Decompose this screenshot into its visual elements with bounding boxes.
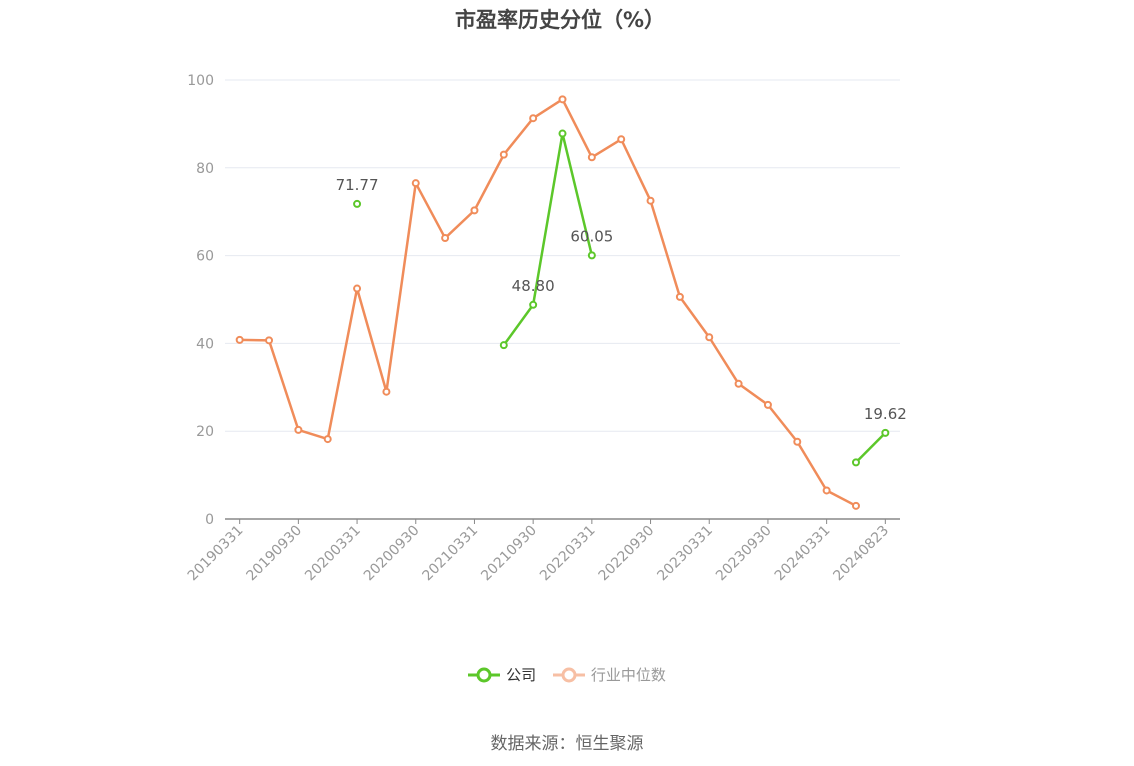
series-line	[239, 98, 857, 507]
data-point[interactable]	[235, 335, 244, 344]
data-point[interactable]	[499, 150, 508, 159]
series-industry	[235, 95, 860, 510]
data-point[interactable]	[793, 437, 802, 446]
series-company	[353, 129, 890, 467]
data-point[interactable]	[441, 234, 450, 243]
x-tick-label: 20210930	[478, 523, 540, 585]
data-point[interactable]	[763, 400, 772, 409]
data-label: 19.62	[864, 405, 907, 423]
x-tick-label: 20240823	[830, 523, 892, 585]
data-point[interactable]	[705, 333, 714, 342]
data-point[interactable]	[529, 114, 538, 123]
x-tick-label: 20220331	[537, 523, 599, 585]
data-point[interactable]	[353, 199, 362, 208]
legend-company-label: 公司	[506, 666, 537, 684]
data-point[interactable]	[646, 196, 655, 205]
data-point[interactable]	[499, 341, 508, 350]
data-point[interactable]	[851, 458, 860, 467]
legend-item-company[interactable]: 公司	[468, 664, 536, 685]
series-layer	[235, 95, 890, 510]
data-point[interactable]	[587, 251, 596, 260]
data-point[interactable]	[265, 336, 274, 345]
y-axis: 0 20 40 60 80 100	[187, 73, 214, 528]
data-point[interactable]	[881, 428, 890, 437]
data-point[interactable]	[529, 300, 538, 309]
data-label: 71.77	[336, 176, 379, 194]
data-source: 数据来源：恒生聚源	[490, 734, 644, 754]
data-point[interactable]	[353, 284, 362, 293]
x-tick-label: 20190930	[243, 523, 305, 585]
y-tick-label: 100	[187, 73, 214, 89]
data-point[interactable]	[382, 387, 391, 396]
data-point[interactable]	[822, 486, 831, 495]
x-tick-label: 20220930	[596, 523, 658, 585]
series-line	[502, 132, 594, 346]
y-tick-label: 20	[196, 424, 214, 440]
data-point[interactable]	[470, 206, 479, 215]
x-tick-label: 20200331	[302, 523, 364, 585]
data-label: 60.05	[570, 227, 613, 245]
x-tick-label: 20190331	[185, 523, 247, 585]
data-point[interactable]	[411, 179, 420, 188]
y-tick-label: 80	[196, 161, 214, 177]
legend-industry-marker	[552, 667, 585, 682]
data-point[interactable]	[617, 135, 626, 144]
legend-item-industry[interactable]: 行业中位数	[552, 664, 666, 685]
y-tick-label: 60	[196, 249, 214, 265]
x-tick-label: 20240331	[772, 523, 834, 585]
data-point[interactable]	[294, 425, 303, 434]
y-tick-label: 40	[196, 336, 214, 352]
legend-company-marker	[468, 667, 501, 682]
series-line	[855, 431, 887, 464]
data-point[interactable]	[558, 95, 567, 104]
legend: 公司 行业中位数	[0, 664, 1134, 687]
data-point[interactable]	[675, 292, 684, 301]
x-tick-label: 20230930	[713, 523, 775, 585]
data-point[interactable]	[734, 379, 743, 388]
x-tick-label: 20230331	[654, 523, 716, 585]
x-axis: 2019033120190930202003312020093020210331…	[185, 518, 900, 585]
y-tick-label: 0	[205, 512, 214, 528]
chart-title: 市盈率历史分位（%）	[454, 8, 666, 32]
data-point[interactable]	[323, 435, 332, 444]
data-point[interactable]	[558, 129, 567, 138]
data-labels: 71.77 48.80 60.05 19.62	[336, 176, 907, 423]
data-point[interactable]	[587, 153, 596, 162]
data-point[interactable]	[851, 501, 860, 510]
x-tick-label: 20210331	[420, 523, 482, 585]
x-tick-label: 20200930	[361, 523, 423, 585]
legend-industry-label: 行业中位数	[590, 666, 666, 684]
data-label: 48.80	[512, 277, 555, 295]
